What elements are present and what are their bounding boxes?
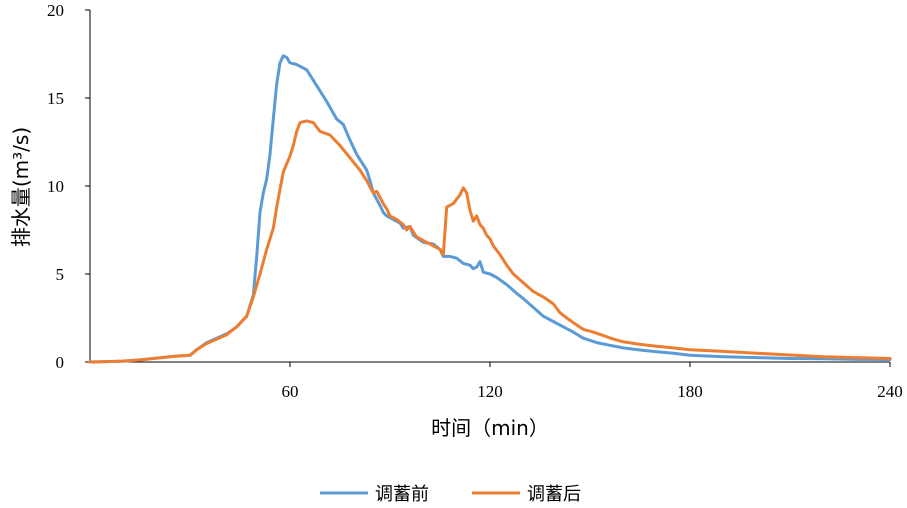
x-axis-title: 时间（min）	[431, 416, 549, 440]
y-axis-title: 排水量(m³/s)	[9, 127, 33, 247]
series-line-2	[88, 119, 892, 364]
y-tick-label: 5	[56, 265, 65, 284]
y-tick-label: 20	[47, 1, 64, 20]
legend-label-series-1: 调蓄前	[375, 484, 429, 505]
y-tick-label: 10	[47, 177, 64, 196]
y-tick-labels: 0 5 10 15 20	[47, 1, 64, 372]
x-tick-label: 240	[877, 382, 903, 401]
legend-label-series-2: 调蓄后	[527, 484, 581, 505]
y-tick-label: 0	[56, 353, 65, 372]
y-axis	[85, 9, 91, 363]
legend: 调蓄前 调蓄后	[320, 484, 581, 505]
x-tick-label: 120	[477, 382, 503, 401]
x-tick-label: 180	[677, 382, 703, 401]
x-tick-labels: 60 120 180 240	[282, 382, 903, 401]
series-line-1	[88, 54, 892, 364]
x-axis	[90, 361, 891, 367]
x-tick-label: 60	[282, 382, 299, 401]
y-tick-label: 15	[47, 89, 64, 108]
series-lines	[88, 54, 892, 364]
